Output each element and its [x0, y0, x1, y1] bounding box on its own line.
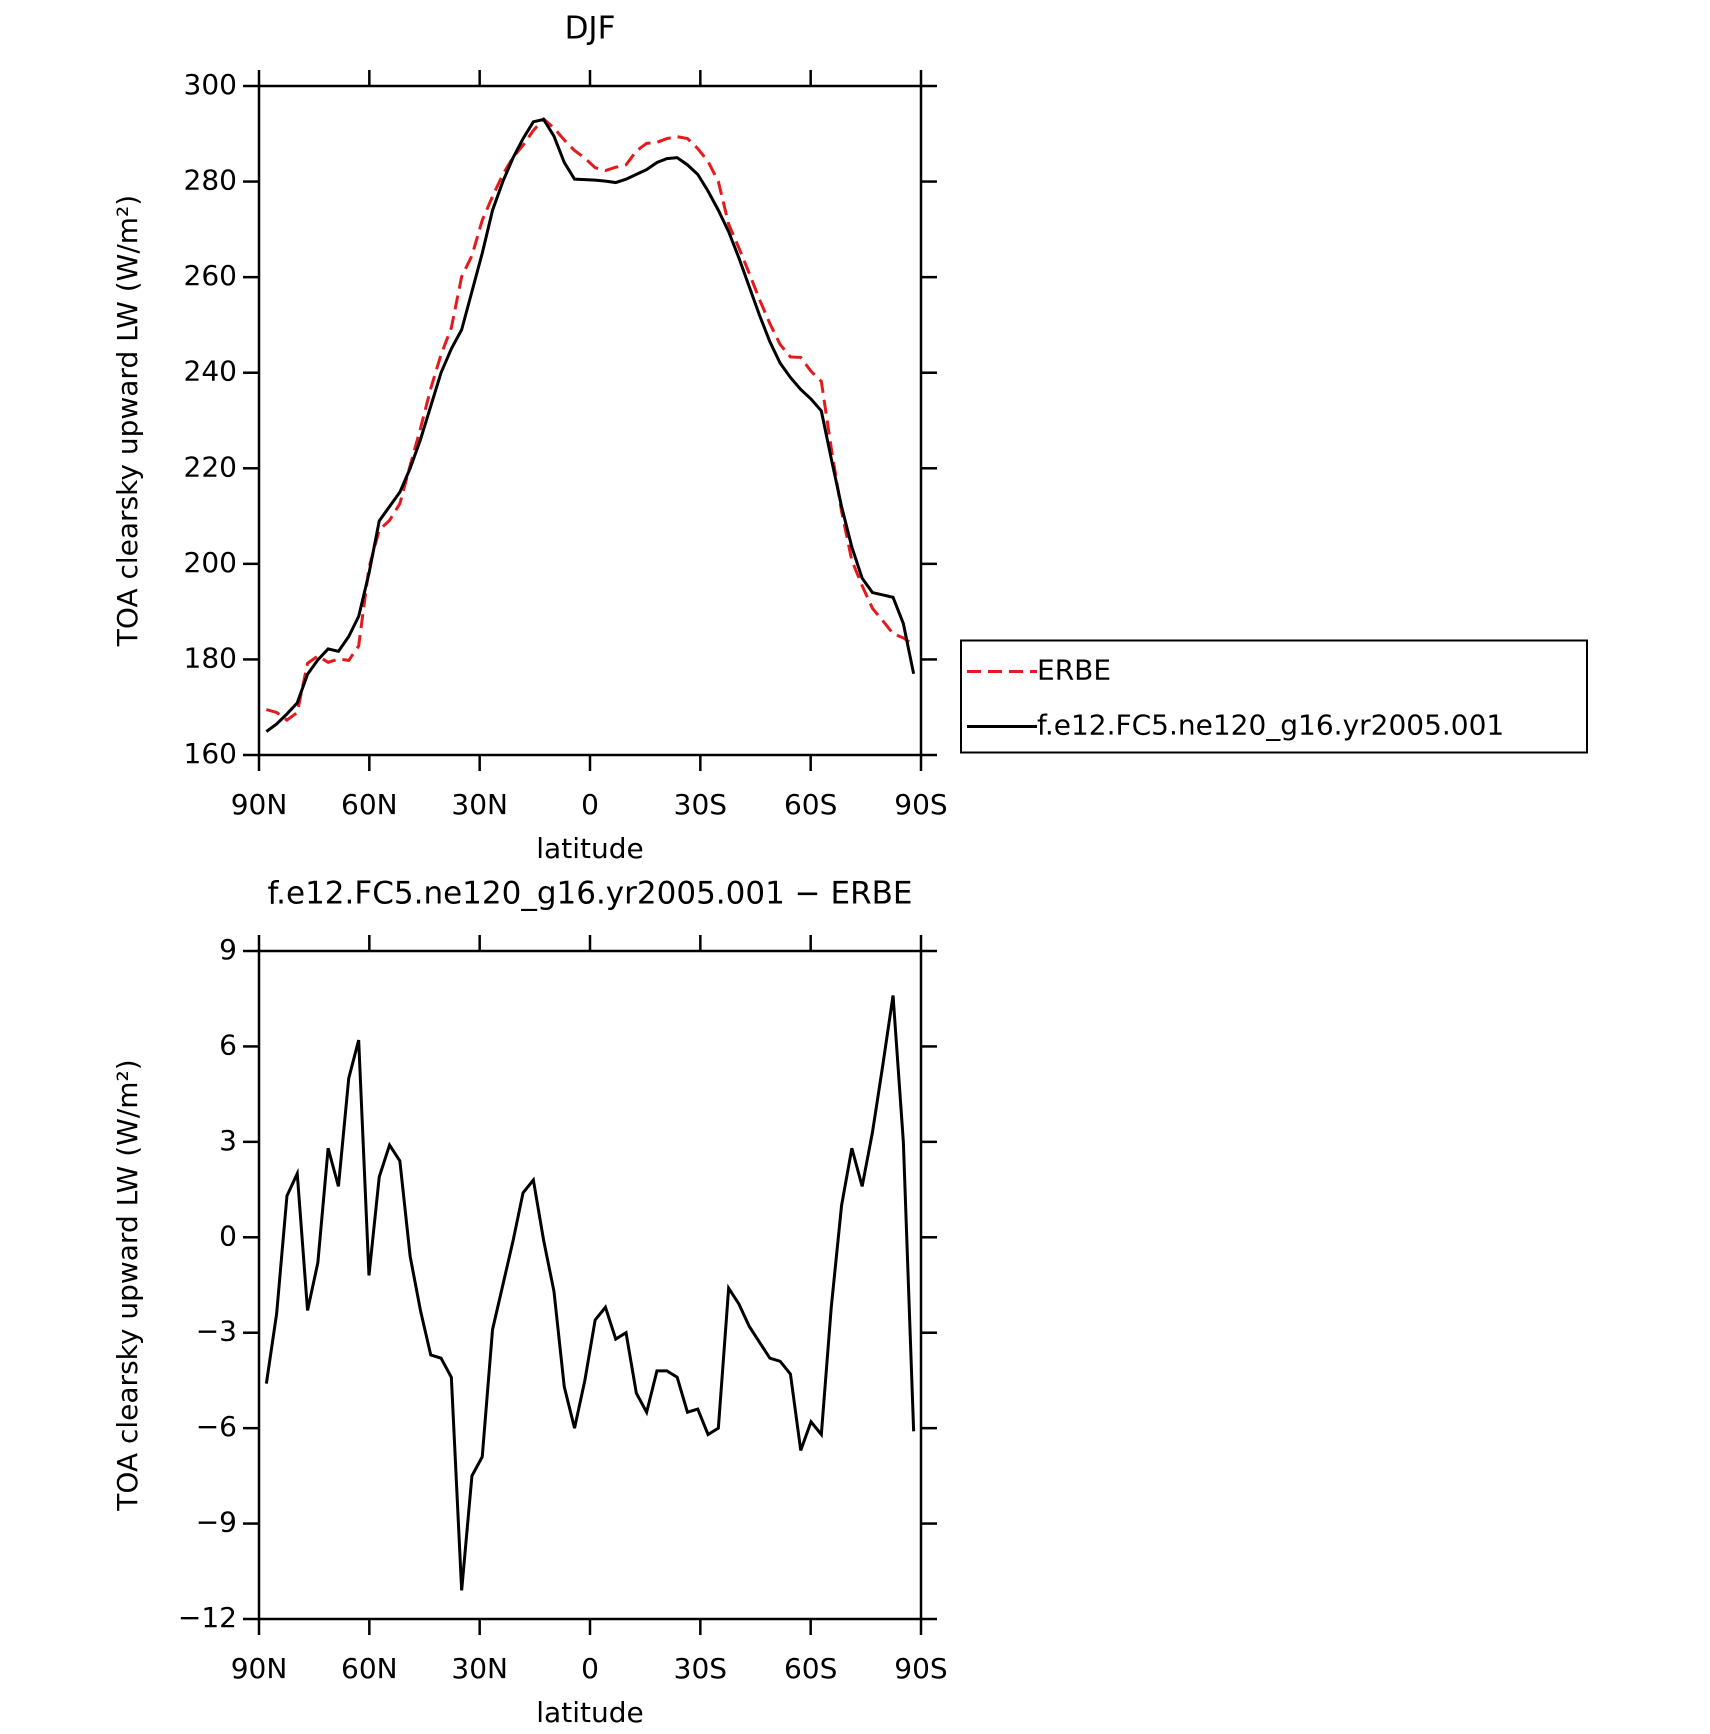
data-line — [264, 995, 916, 1591]
y-tick-label: 280 — [184, 164, 237, 197]
y-tick-label: 6 — [219, 1028, 237, 1061]
chart-title: DJF — [565, 11, 616, 47]
y-tick-label: −6 — [196, 1410, 237, 1443]
y-tick-label: 0 — [219, 1219, 237, 1252]
plot-frame — [257, 84, 923, 757]
x-tick-label: 0 — [581, 1652, 599, 1685]
y-tick-label: 260 — [184, 259, 237, 292]
x-tick-label: 60N — [341, 1652, 398, 1685]
y-tick-label: 240 — [184, 355, 237, 388]
x-tick-label: 0 — [581, 788, 599, 821]
data-line — [265, 117, 916, 733]
x-tick-label: 30S — [674, 788, 727, 821]
x-tick-label: 30S — [674, 1652, 727, 1685]
y-axis-label: TOA clearsky upward LW (W/m²) — [111, 1059, 144, 1511]
y-tick-label: 160 — [184, 737, 237, 770]
legend-label: f.e12.FC5.ne120_g16.yr2005.001 — [1037, 709, 1504, 742]
x-tick-label: 90N — [231, 788, 288, 821]
x-tick-label: 30N — [451, 1652, 508, 1685]
x-tick-label: 60N — [341, 788, 398, 821]
x-axis-label: latitude — [536, 1696, 643, 1729]
y-tick-label: −12 — [178, 1601, 237, 1634]
x-axis-label: latitude — [536, 832, 643, 865]
x-tick-label: 30N — [451, 788, 508, 821]
y-tick-label: 220 — [184, 450, 237, 483]
legend-label: ERBE — [1037, 654, 1111, 687]
x-tick-label: 90S — [894, 1652, 947, 1685]
y-tick-label: −3 — [196, 1315, 237, 1348]
y-tick-label: 200 — [184, 546, 237, 579]
legend-box — [960, 639, 1588, 754]
y-tick-label: 9 — [219, 933, 237, 966]
y-tick-label: 3 — [219, 1124, 237, 1157]
y-tick-label: 300 — [184, 68, 237, 101]
chart-title: f.e12.FC5.ne120_g16.yr2005.001 − ERBE — [268, 876, 913, 912]
y-axis-label: TOA clearsky upward LW (W/m²) — [111, 195, 144, 647]
data-line — [265, 116, 915, 722]
y-tick-label: −9 — [196, 1506, 237, 1539]
y-tick-label: 180 — [184, 641, 237, 674]
x-tick-label: 90N — [231, 1652, 288, 1685]
x-tick-label: 60S — [784, 1652, 837, 1685]
x-tick-label: 90S — [894, 788, 947, 821]
x-tick-label: 60S — [784, 788, 837, 821]
